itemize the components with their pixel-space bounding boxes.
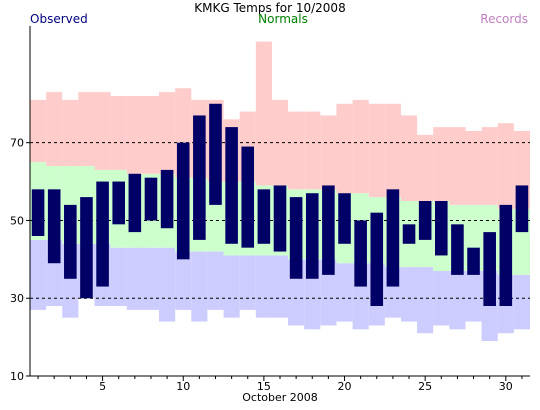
observed-bar-day-13 xyxy=(225,127,238,244)
record-low-band xyxy=(239,255,256,310)
observed-bar-day-19 xyxy=(322,185,335,275)
record-low-band xyxy=(207,251,224,310)
legend-observed: Observed xyxy=(30,12,88,26)
record-low-band xyxy=(126,247,143,310)
observed-bar-day-27 xyxy=(451,224,464,275)
x-tick-label-30: 30 xyxy=(499,380,513,393)
legend-records: Records xyxy=(480,12,528,26)
record-low-band xyxy=(400,267,418,322)
record-low-band xyxy=(159,247,176,322)
record-high-band xyxy=(255,41,272,186)
observed-bar-day-2 xyxy=(47,189,61,264)
y-tick-label-70: 70 xyxy=(10,137,24,150)
observed-bar-day-15 xyxy=(257,189,271,244)
x-axis-label: October 2008 xyxy=(242,391,318,404)
x-tick-label-5: 5 xyxy=(99,380,106,393)
record-low-band xyxy=(465,271,482,322)
record-high-band xyxy=(62,99,79,166)
plot-area: 10 30 50 70 5 10 15 20 25 30 xyxy=(10,26,530,393)
record-high-band xyxy=(352,99,369,194)
record-low-band xyxy=(110,247,127,306)
observed-bar-day-1 xyxy=(31,189,45,236)
record-high-band xyxy=(288,111,305,190)
observed-bar-day-24 xyxy=(402,224,416,244)
record-low-band xyxy=(449,271,466,330)
observed-bar-day-30 xyxy=(499,204,513,306)
observed-bar-day-9 xyxy=(160,169,174,229)
observed-bar-day-3 xyxy=(64,204,77,279)
record-high-band xyxy=(304,111,321,190)
record-high-band xyxy=(30,99,47,163)
record-low-band xyxy=(320,259,337,326)
y-tick-label-50: 50 xyxy=(10,214,24,227)
observed-bar-day-20 xyxy=(338,193,351,244)
record-low-band xyxy=(142,247,160,310)
record-high-band xyxy=(368,103,385,198)
observed-bar-day-29 xyxy=(483,232,496,306)
observed-bar-day-16 xyxy=(273,185,287,252)
record-high-band xyxy=(433,127,450,201)
x-tick-label-20: 20 xyxy=(338,380,352,393)
y-tick-label-10: 10 xyxy=(10,370,24,383)
record-low-band xyxy=(191,251,208,322)
record-high-band xyxy=(46,92,63,166)
record-high-band xyxy=(78,92,95,166)
record-low-band xyxy=(513,274,530,330)
observed-bar-day-26 xyxy=(435,201,448,256)
record-high-band xyxy=(400,115,418,201)
record-high-band xyxy=(384,103,401,198)
observed-bar-day-31 xyxy=(515,185,529,233)
record-low-band xyxy=(336,263,353,322)
record-high-band xyxy=(126,96,143,174)
observed-bar-day-11 xyxy=(193,115,206,240)
x-tick-label-15: 15 xyxy=(257,380,271,393)
x-tick-label-25: 25 xyxy=(418,380,432,393)
record-high-band xyxy=(271,99,289,186)
record-high-band xyxy=(465,131,482,205)
record-high-band xyxy=(320,115,337,190)
record-high-band xyxy=(94,92,111,170)
record-low-band xyxy=(433,271,450,326)
record-low-band xyxy=(255,255,272,318)
record-low-band xyxy=(175,251,192,310)
record-low-band xyxy=(417,267,434,334)
observed-bar-day-28 xyxy=(467,247,480,275)
observed-bar-day-4 xyxy=(80,197,93,299)
observed-bar-day-25 xyxy=(418,201,432,240)
observed-bar-day-10 xyxy=(176,142,190,260)
observed-bar-day-21 xyxy=(354,220,367,287)
record-high-band xyxy=(110,96,127,170)
record-high-band xyxy=(449,127,466,205)
observed-bar-day-8 xyxy=(144,177,158,221)
record-high-band xyxy=(481,127,498,205)
record-low-band xyxy=(271,255,289,318)
record-high-band xyxy=(336,103,353,194)
record-high-band xyxy=(417,134,434,201)
observed-bar-day-7 xyxy=(128,173,142,233)
observed-bar-day-18 xyxy=(305,193,319,279)
observed-bar-day-23 xyxy=(386,189,400,287)
observed-bar-day-22 xyxy=(370,212,384,306)
observed-bar-day-14 xyxy=(241,146,255,248)
x-tick-label-10: 10 xyxy=(176,380,190,393)
record-high-band xyxy=(142,96,160,174)
observed-bar-day-6 xyxy=(112,181,125,225)
record-low-band xyxy=(30,239,47,310)
observed-bar-day-17 xyxy=(289,197,303,279)
observed-bar-day-5 xyxy=(96,181,109,287)
chart-title: KMKG Temps for 10/2008 xyxy=(194,1,345,15)
legend-normals: Normals xyxy=(258,12,308,26)
y-tick-label-30: 30 xyxy=(10,292,24,305)
record-low-band xyxy=(223,255,240,318)
record-high-band xyxy=(159,92,176,174)
record-high-band xyxy=(497,123,514,209)
observed-bar-day-12 xyxy=(209,103,222,205)
